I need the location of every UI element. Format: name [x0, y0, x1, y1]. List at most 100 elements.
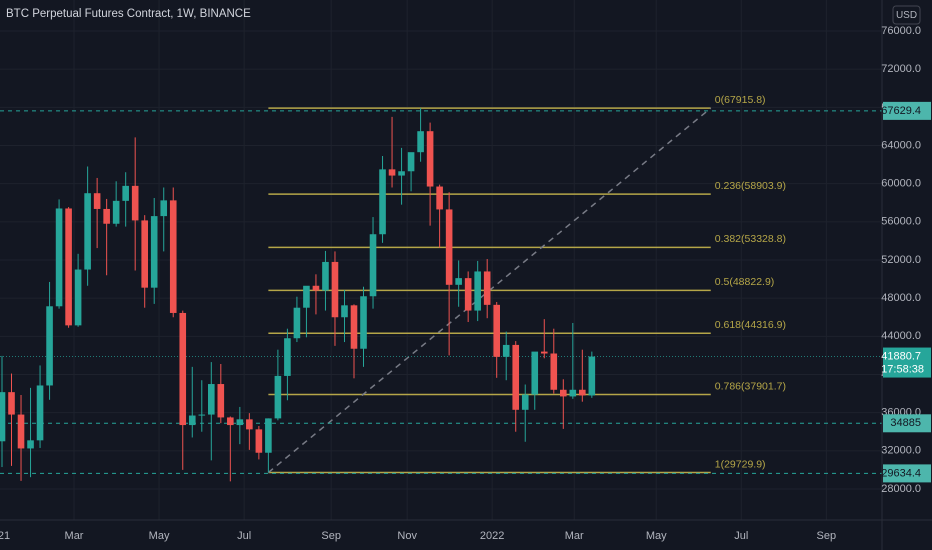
candle-body: [160, 200, 168, 217]
candle-body: [17, 414, 25, 449]
fib-label: 0.382(53328.8): [715, 233, 786, 245]
candle-body: [293, 307, 301, 339]
candle-body: [369, 234, 377, 297]
x-tick-label: Jul: [734, 530, 748, 542]
candle-body: [141, 220, 149, 288]
candle-body: [8, 392, 15, 415]
candle-body: [122, 185, 129, 201]
axes: 28000.032000.036000.040000.044000.048000…: [0, 25, 931, 542]
candle-body: [207, 384, 215, 415]
y-tick-label: 76000.0: [881, 25, 921, 37]
currency-box[interactable]: [892, 5, 921, 25]
candle-body: [188, 415, 196, 426]
candle-body: [540, 351, 548, 354]
candle-body: [455, 278, 462, 285]
last-price-box: [883, 347, 931, 378]
candle-body: [550, 353, 558, 390]
candle-body: [483, 271, 491, 305]
candle-body: [65, 208, 72, 326]
y-tick-label: 56000.0: [881, 216, 921, 228]
price-line-box: [883, 414, 931, 433]
candle-body: [331, 261, 339, 318]
candle-body: [579, 389, 586, 396]
candle-body: [322, 261, 329, 291]
candle-body: [55, 208, 63, 307]
candle-body: [493, 304, 501, 357]
candle-body: [169, 200, 177, 313]
candle-body: [588, 356, 596, 396]
x-tick-label: Sep: [321, 530, 341, 542]
price-line-label: 34885: [890, 417, 921, 429]
candle-body: [217, 384, 225, 418]
candle-body: [502, 344, 510, 357]
candle-body: [274, 375, 282, 419]
candle-body: [0, 392, 6, 442]
fib-label: 0.618(44316.9): [715, 319, 786, 331]
candle-body: [84, 193, 91, 270]
candle-body: [388, 169, 396, 176]
fib-label: 0.5(48822.9): [715, 276, 775, 288]
y-tick-label: 28000.0: [881, 483, 921, 495]
currency[interactable]: USD: [896, 10, 917, 21]
candle-body: [569, 389, 577, 397]
plot-area: 0(67915.8) 0.236(58903.9) 0.382(53328.8) 0.…: [0, 94, 882, 482]
x-tick-label: Sep: [817, 530, 837, 542]
candle-body: [27, 440, 34, 449]
grid: [0, 0, 882, 520]
candle-body: [474, 271, 481, 311]
x-tick-label: 2022: [480, 530, 504, 542]
candle-body: [531, 351, 539, 395]
candle-body: [464, 278, 472, 311]
candle-body: [93, 193, 101, 209]
candle-body: [36, 385, 44, 441]
candle-body: [445, 209, 453, 285]
candle-body: [74, 269, 82, 326]
candle-body: [179, 312, 187, 426]
fib-label: 1(29729.9): [715, 458, 766, 470]
candle-body: [407, 152, 415, 172]
candle-body: [426, 131, 434, 187]
candle-body: [112, 200, 120, 224]
candle-body: [131, 185, 139, 221]
x-tick-label: May: [149, 530, 170, 542]
candle-body: [303, 285, 310, 308]
candle-body: [103, 208, 110, 224]
y-tick-label: 72000.0: [881, 63, 921, 75]
candle-body: [341, 305, 348, 318]
fib-label: 0(67915.8): [715, 94, 766, 106]
x-tick-label: 2021: [0, 530, 10, 542]
x-tick-label: Mar: [565, 530, 584, 542]
candle-body: [227, 417, 234, 426]
fib-label: 0.786(37901.7): [715, 380, 786, 392]
last-price-label: 41880.7: [881, 350, 921, 362]
candle-body: [398, 171, 405, 176]
candle-body: [360, 296, 367, 349]
candle-body: [350, 305, 358, 349]
candle-body: [521, 394, 529, 410]
y-tick-label: 64000.0: [881, 139, 921, 151]
candle-body: [198, 414, 206, 416]
x-tick-label: Nov: [397, 530, 417, 542]
candle-body: [379, 169, 386, 235]
candle-body: [46, 306, 53, 386]
y-tick-label: 60000.0: [881, 178, 921, 190]
price-line-box: [883, 464, 931, 483]
countdown-label: 17:58:38: [881, 363, 924, 375]
candle-body: [255, 429, 263, 453]
candle-body: [312, 285, 320, 291]
y-tick-label: 48000.0: [881, 292, 921, 304]
x-tick-label: Jul: [237, 530, 251, 542]
candle-body: [417, 131, 424, 153]
chart-title: BTC Perpetual Futures Contract, 1W, BINA…: [6, 8, 251, 20]
price-line-box: [883, 101, 931, 120]
price-line-label: 67629.4: [881, 105, 921, 117]
candle-body: [512, 344, 520, 410]
candle-body: [246, 419, 253, 430]
candle-body: [284, 338, 291, 376]
candle-body: [265, 418, 272, 453]
candle-body: [559, 389, 567, 397]
candle-body: [236, 419, 244, 426]
candle-body: [150, 216, 158, 288]
